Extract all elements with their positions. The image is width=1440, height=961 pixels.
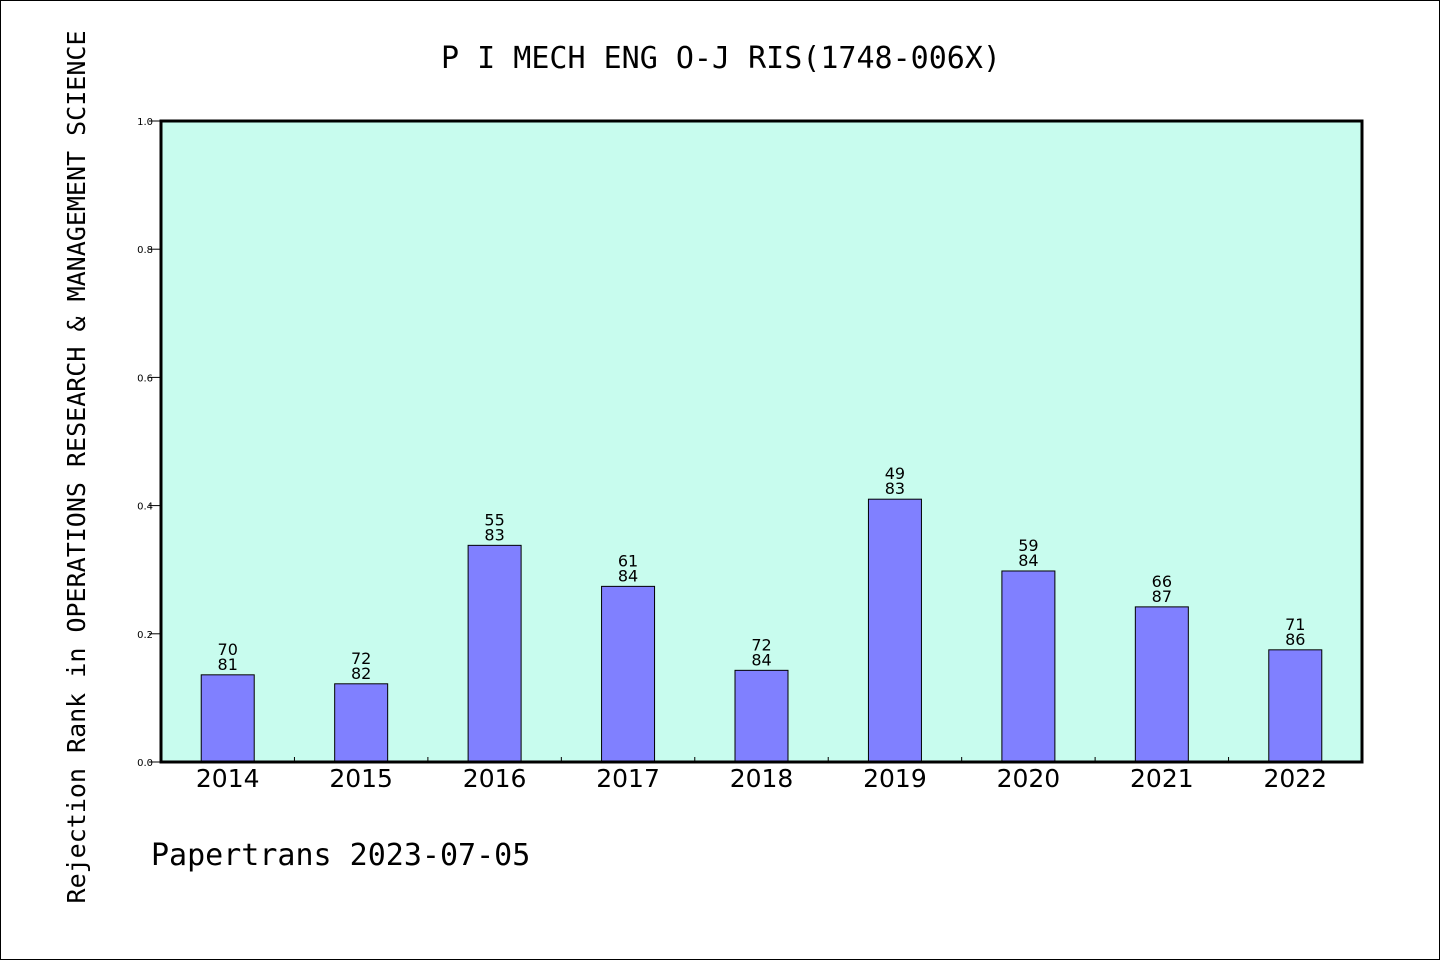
bar-label-top: 49 — [885, 464, 905, 483]
y-tick-label: 0.6 — [137, 373, 153, 384]
x-tick-label: 2020 — [997, 764, 1061, 793]
bar-label-bottom: 83 — [484, 525, 504, 544]
bar-label-bottom: 87 — [1152, 587, 1172, 606]
bar-2019 — [867, 498, 922, 763]
chart-title: P I MECH ENG O-J RIS(1748-006X) — [441, 41, 1001, 76]
y-axis-ticks: 0.0 0.2 0.4 0.6 0.8 1.0 — [137, 117, 161, 769]
y-tick-label: 1.0 — [137, 117, 153, 128]
bar-2020 — [1001, 570, 1056, 763]
x-tick-label: 2015 — [329, 764, 393, 793]
bar-label-bottom: 83 — [885, 479, 905, 498]
bar-label-top: 61 — [618, 551, 638, 570]
bar-label-bottom: 82 — [351, 664, 371, 683]
bar-label-bottom: 84 — [751, 650, 771, 669]
x-tick-label: 2017 — [596, 764, 660, 793]
bar-2022 — [1268, 649, 1323, 763]
bar-label-top: 72 — [751, 635, 771, 654]
bar-2018 — [734, 669, 789, 763]
bar-label-top: 59 — [1018, 536, 1038, 555]
footer-source-date: Papertrans 2023-07-05 — [151, 838, 530, 873]
bar-label-bottom: 86 — [1285, 630, 1305, 649]
bar-2016 — [467, 544, 522, 763]
bar-2021 — [1134, 606, 1189, 763]
bar-label-top: 71 — [1285, 615, 1305, 634]
bar-label-top: 72 — [351, 649, 371, 668]
y-tick-label: 0.0 — [137, 758, 153, 769]
plot-frame — [159, 119, 1364, 764]
bar-label-top: 55 — [484, 510, 504, 529]
bar-label-bottom: 84 — [618, 566, 638, 585]
y-tick-label: 0.4 — [137, 502, 153, 513]
x-axis-tick-labels: 2014 2015 2016 2017 2018 2019 2020 2021 2022 — [196, 764, 1327, 793]
x-tick-label: 2019 — [863, 764, 927, 793]
y-axis-label: Rejection Rank in OPERATIONS RESEARCH & … — [62, 31, 91, 904]
x-tick-label: 2022 — [1263, 764, 1327, 793]
x-tick-label: 2018 — [730, 764, 794, 793]
bar-label-top: 70 — [218, 640, 238, 659]
bar-label-top: 66 — [1152, 572, 1172, 591]
x-tick-label: 2021 — [1130, 764, 1194, 793]
x-tick-label: 2016 — [463, 764, 527, 793]
y-tick-label: 0.8 — [137, 245, 153, 256]
bar-2015 — [334, 683, 389, 763]
y-tick-label: 0.2 — [137, 630, 153, 641]
x-tick-label: 2014 — [196, 764, 260, 793]
bar-series — [200, 498, 1323, 763]
bar-2017 — [601, 585, 656, 763]
bar-label-bottom: 84 — [1018, 551, 1038, 570]
bar-label-bottom: 81 — [218, 655, 238, 674]
bar-2014 — [200, 674, 255, 763]
